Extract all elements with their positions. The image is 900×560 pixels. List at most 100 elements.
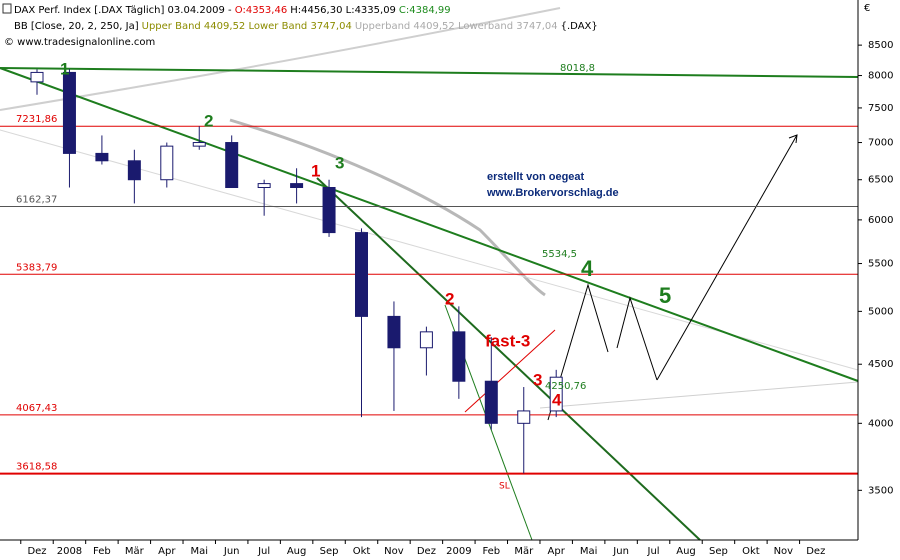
x-tick-label: Feb — [93, 546, 111, 557]
wave-label: 1 — [311, 161, 320, 180]
candle-body — [192, 142, 206, 147]
moving-average — [0, 7, 561, 111]
x-tick-label: Mai — [190, 546, 208, 557]
y-tick-label: 6000 — [868, 215, 893, 226]
candle-body — [322, 187, 336, 234]
x-tick-label: Okt — [353, 546, 371, 557]
header-text: BB [Close, 20, 2, 250, Ja] — [14, 21, 139, 32]
header-line: BB [Close, 20, 2, 250, Ja] Upper Band 440… — [14, 21, 598, 32]
candle-body — [62, 71, 76, 154]
candle-body — [484, 380, 498, 424]
trend-lines — [0, 7, 859, 541]
currency: € — [864, 3, 870, 14]
projection — [547, 283, 609, 421]
level-label: 3618,58 — [16, 462, 57, 473]
candle-body — [95, 152, 109, 162]
y-tick-label: 8000 — [868, 71, 893, 82]
projection — [656, 134, 798, 381]
credit: erstellt von oegeat — [487, 171, 585, 183]
candle-body — [290, 183, 304, 189]
x-tick-label: Nov — [774, 546, 794, 557]
x-tick-label: Apr — [548, 546, 566, 557]
y-tick-label: 4000 — [868, 418, 893, 429]
y-tick-label: 7000 — [868, 138, 893, 149]
trend-line — [539, 381, 859, 409]
candle-body — [517, 410, 531, 424]
credit: www.Brokervorschlag.de — [486, 187, 619, 199]
x-tick-label: Nov — [384, 546, 404, 557]
wave-label: 5 — [659, 283, 671, 308]
candle-body — [419, 331, 433, 349]
wave-label: 1 — [60, 59, 69, 78]
level-label: 7231,86 — [16, 114, 57, 125]
candle-body — [387, 315, 401, 349]
x-tick-label: Sep — [320, 546, 339, 557]
wave-label: 2 — [445, 289, 454, 308]
x-tick-label: Jul — [257, 546, 270, 557]
source: © www.tradesignalonline.com — [4, 37, 155, 48]
header-line: DAX Perf. Index [.DAX Täglich] 03.04.200… — [14, 5, 451, 16]
x-tick-label: Aug — [676, 546, 696, 557]
level-label: 4067,43 — [16, 403, 57, 414]
wave-label: 4 — [581, 256, 594, 281]
line-value: 5534,5 — [542, 249, 577, 260]
y-tick-label: 8500 — [868, 40, 893, 51]
header-text: H:4456,30 L:4335,09 — [290, 5, 396, 16]
candle-body — [160, 145, 174, 181]
annotations: 8018,8 5534,5 4250,76 1 2 1 3 2 fast-3 3… — [60, 59, 671, 491]
line-value: 8018,8 — [560, 63, 595, 74]
projection — [616, 296, 658, 381]
x-tick-label: 2009 — [446, 546, 471, 557]
y-tick-label: 4500 — [868, 359, 893, 370]
x-tick-label: Jun — [223, 546, 240, 557]
x-tick-label: Feb — [482, 546, 500, 557]
x-tick-label: Mär — [125, 546, 145, 557]
header-text: {.DAX} — [561, 21, 598, 32]
candles — [30, 69, 563, 474]
x-tick-label: Mär — [514, 546, 534, 557]
y-tick-label: 7500 — [868, 103, 893, 114]
level-label: 6162,37 — [16, 194, 57, 205]
x-tick-label: Jul — [647, 546, 660, 557]
level-label: 5383,79 — [16, 262, 57, 273]
x-tick-label: Dez — [27, 546, 46, 557]
candle-body — [355, 232, 368, 317]
trend-line — [0, 67, 859, 382]
wave-label: 4 — [552, 390, 562, 409]
x-tick-label: Okt — [742, 546, 760, 557]
y-tick-label: 3500 — [868, 485, 893, 496]
levels: 7231,86 6162,37 5383,79 4067,43 3618,58 — [0, 114, 858, 475]
trend-line — [316, 177, 701, 541]
x-tick-label: Dez — [806, 546, 825, 557]
y-tick-label: 5500 — [868, 259, 893, 270]
x-tick-label: Apr — [158, 546, 176, 557]
x-tick-label: Aug — [287, 546, 307, 557]
candle-body — [225, 142, 239, 189]
header: DAX Perf. Index [.DAX Täglich] 03.04.200… — [2, 3, 598, 48]
moving-average — [229, 118, 546, 297]
trend-line — [0, 67, 859, 78]
x-tick-label: Dez — [417, 546, 436, 557]
wave-label: 2 — [204, 111, 213, 130]
candle-body — [127, 160, 141, 181]
candle-body — [257, 183, 271, 189]
x-tick-label: Sep — [709, 546, 728, 557]
candle-body — [30, 71, 44, 83]
y-tick-label: 6500 — [868, 175, 893, 186]
trend-line — [0, 129, 859, 371]
header-text: C:4384,99 — [399, 5, 451, 16]
x-tick-label: Jun — [612, 546, 629, 557]
header-text: DAX Perf. Index [.DAX Täglich] 03.04.200… — [14, 5, 235, 16]
wave-label: 3 — [335, 153, 344, 172]
arrow-head — [788, 134, 798, 144]
header-text: Upperband 4409,52 Lowerband 3747,04 — [355, 21, 558, 32]
plot-area — [0, 0, 858, 540]
y-tick-label: 5000 — [868, 306, 893, 317]
header-text: O:4353,46 — [235, 5, 287, 16]
trend-line — [464, 329, 556, 413]
icon — [2, 3, 12, 14]
line-value: 4250,76 — [545, 381, 586, 392]
candle-body — [549, 376, 563, 412]
header-text: Upper Band 4409,52 Lower Band 3747,04 — [142, 21, 352, 32]
